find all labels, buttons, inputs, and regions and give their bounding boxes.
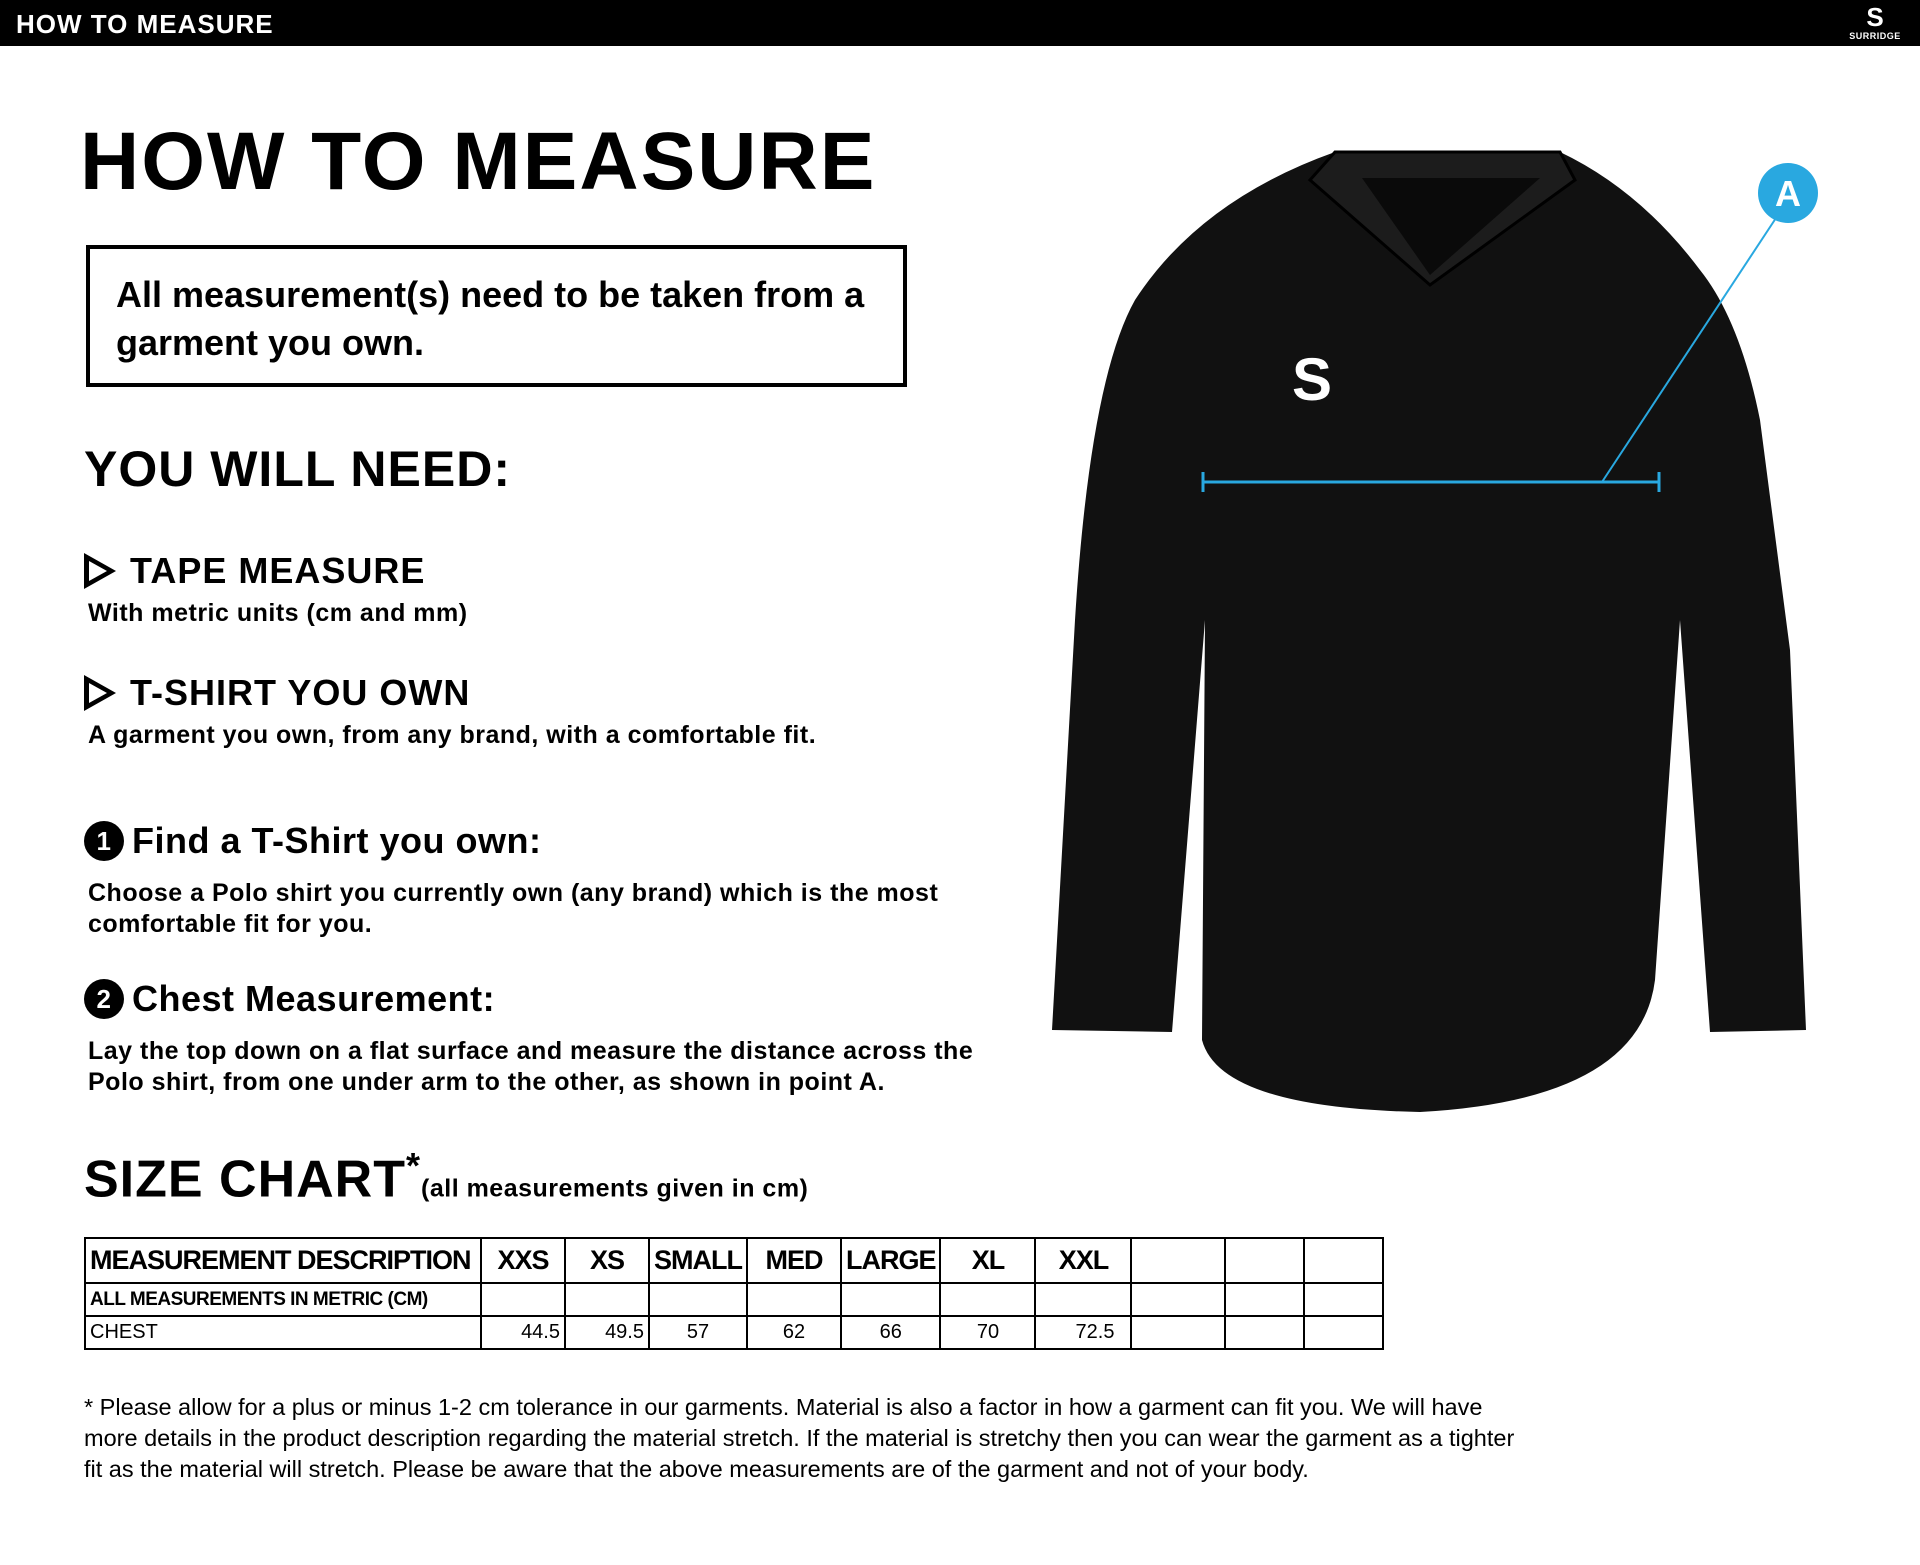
step-1: 1 Find a T-Shirt you own: Choose a Polo s…: [84, 820, 1004, 940]
size-chart-heading: SIZE CHART*(all measurements given in cm…: [84, 1145, 809, 1209]
point-a-label: A: [1775, 173, 1801, 214]
header-cell: SMALL: [648, 1237, 748, 1284]
size-chart-note: (all measurements given in cm): [421, 1174, 809, 1203]
row-label: CHEST: [84, 1315, 482, 1350]
need-item-title: TAPE MEASURE: [130, 550, 426, 591]
header-cell: [1224, 1237, 1306, 1284]
garment-diagram: S A: [1052, 150, 1818, 1112]
you-will-need-heading: YOU WILL NEED:: [84, 441, 511, 497]
top-bar: HOW TO MEASURE S SURRIDGE: [0, 0, 1920, 46]
header-cell: [1303, 1237, 1385, 1284]
step-number: 1: [84, 821, 124, 861]
size-chart-table: MEASUREMENT DESCRIPTION XXS XS SMALL MED…: [84, 1237, 1385, 1350]
need-item-desc: A garment you own, from any brand, with …: [88, 721, 817, 749]
header-cell: XXS: [480, 1237, 566, 1284]
notice-box: All measurement(s) need to be taken from…: [86, 245, 907, 387]
footnote: * Please allow for a plus or minus 1-2 c…: [84, 1394, 1515, 1482]
play-arrow-icon: [84, 553, 116, 589]
point-a-marker: [1758, 163, 1818, 223]
header-cell: MED: [745, 1237, 842, 1284]
cell: 57: [648, 1315, 748, 1350]
page-title: HOW TO MEASURE: [80, 116, 877, 207]
play-arrow-icon: [84, 675, 116, 711]
header-cell: XXL: [1034, 1237, 1133, 1284]
step-title: Chest Measurement:: [132, 978, 496, 1019]
cell: 62: [745, 1315, 842, 1350]
need-item-tape: TAPE MEASURE With metric units (cm and m…: [84, 550, 468, 629]
step-desc: Choose a Polo shirt you currently own (a…: [88, 879, 939, 938]
pointer-line: [1601, 217, 1777, 483]
need-item-title: T-SHIRT YOU OWN: [130, 672, 471, 713]
table-header-row: MEASUREMENT DESCRIPTION XXS XS SMALL MED…: [84, 1237, 1385, 1284]
shirt-body: [1052, 152, 1806, 1112]
step-title: Find a T-Shirt you own:: [132, 820, 542, 861]
header-cell: XL: [939, 1237, 1037, 1284]
metric-label: ALL MEASUREMENTS IN METRIC (CM): [84, 1282, 482, 1317]
cell: 72.5: [1034, 1315, 1133, 1350]
cell: 66: [839, 1315, 942, 1350]
header-cell: MEASUREMENT DESCRIPTION: [84, 1237, 482, 1284]
header-cell: XS: [564, 1237, 650, 1284]
table-row-chest: CHEST 44.5 49.5 57 62 66 70 72.5: [84, 1315, 1385, 1350]
table-row-metric: ALL MEASUREMENTS IN METRIC (CM): [84, 1282, 1385, 1317]
cell: 49.5: [564, 1315, 650, 1350]
step-desc: Lay the top down on a flat surface and m…: [88, 1037, 974, 1096]
cell: 44.5: [480, 1315, 566, 1350]
header-cell: [1130, 1237, 1227, 1284]
step-2: 2 Chest Measurement: Lay the top down on …: [84, 978, 1004, 1098]
need-item-tshirt: T-SHIRT YOU OWN A garment you own, from …: [84, 672, 816, 751]
surridge-logo: S SURRIDGE: [1849, 2, 1901, 41]
shirt-logo-icon: S: [1292, 346, 1332, 413]
header-cell: LARGE: [839, 1237, 942, 1284]
step-number: 2: [84, 979, 124, 1019]
cell: 70: [939, 1315, 1037, 1350]
need-item-desc: With metric units (cm and mm): [88, 599, 468, 627]
top-bar-title: HOW TO MEASURE: [16, 9, 274, 39]
